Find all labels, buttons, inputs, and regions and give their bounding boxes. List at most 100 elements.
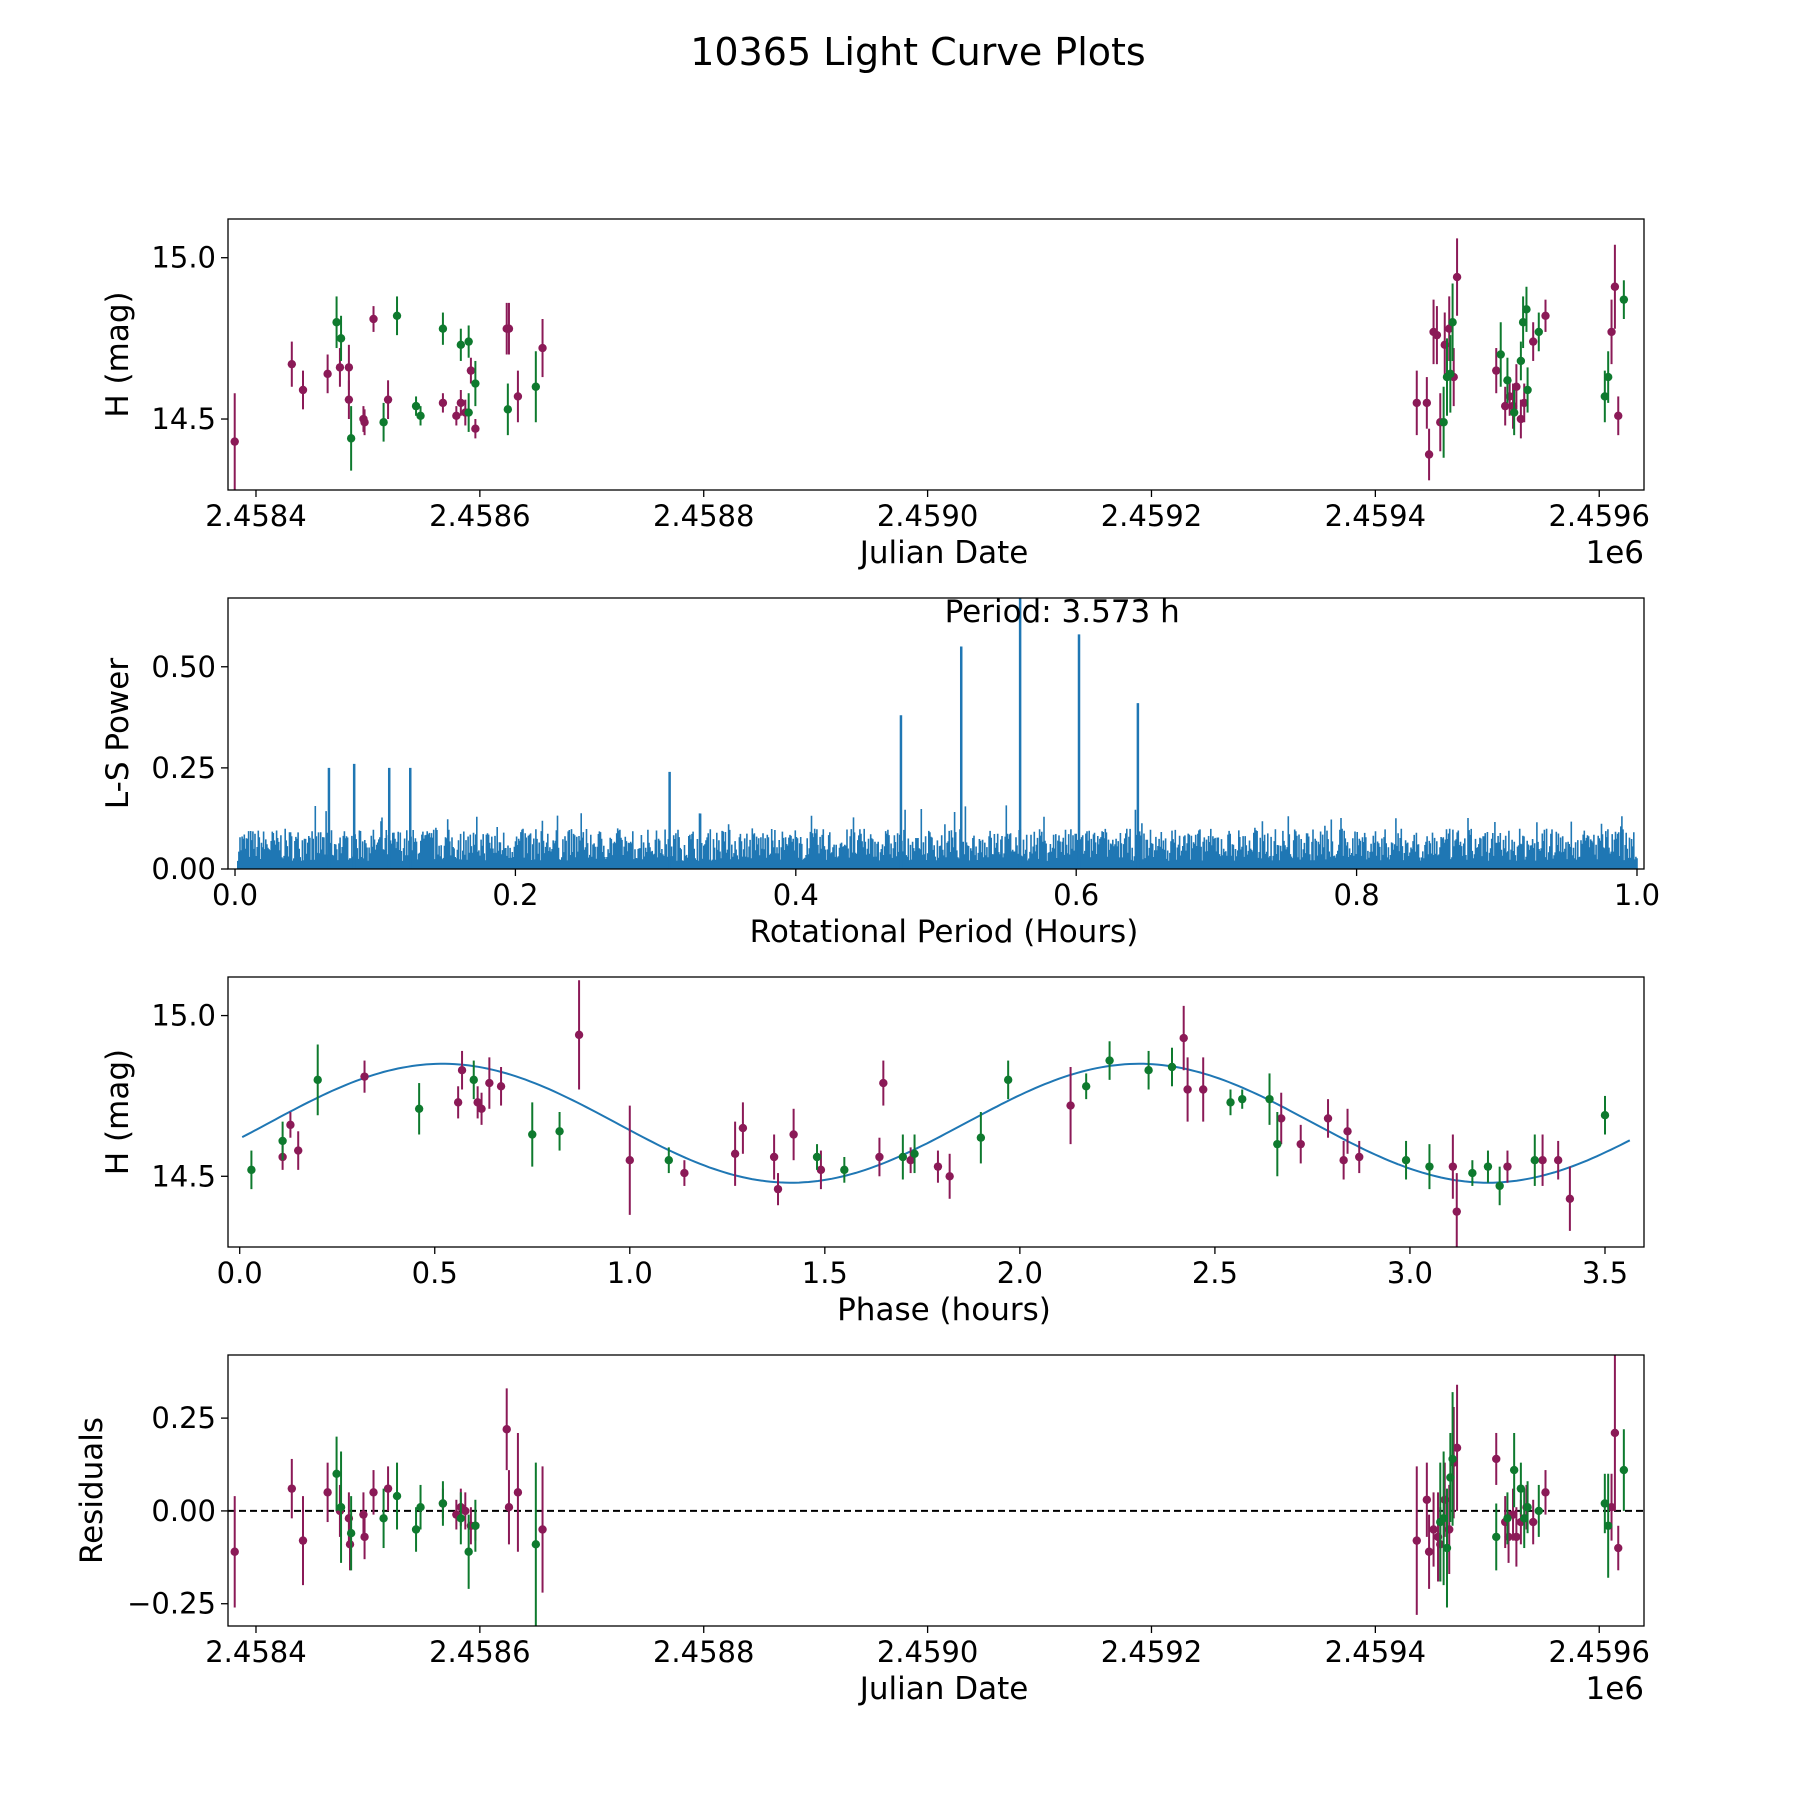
point-band_a bbox=[1066, 1101, 1075, 1110]
x-tick-label: 3.5 bbox=[1582, 1256, 1628, 1290]
point-band_b bbox=[1144, 1066, 1153, 1075]
point-band_b bbox=[1518, 318, 1528, 327]
x-tick-label: 2.4596 bbox=[1548, 499, 1649, 533]
point-band_a bbox=[1355, 1152, 1364, 1162]
point-band_a bbox=[945, 1172, 954, 1181]
point-band_b bbox=[464, 408, 473, 417]
y-axis-label: L-S Power bbox=[100, 658, 136, 809]
point-band_a bbox=[1492, 1454, 1501, 1464]
point-band_b bbox=[531, 1540, 541, 1549]
point-band_a bbox=[879, 1078, 888, 1088]
point-band_a bbox=[1541, 1488, 1550, 1497]
point-band_b bbox=[346, 1528, 356, 1538]
x-offset-label: 1e6 bbox=[1585, 1671, 1644, 1707]
point-band_b bbox=[1495, 1181, 1504, 1191]
point-band_b bbox=[469, 1075, 478, 1085]
point-band_b bbox=[1600, 1111, 1610, 1120]
x-tick-label: 2.4592 bbox=[1101, 1635, 1202, 1669]
point-band_a bbox=[513, 1488, 523, 1497]
x-offset-label: 1e6 bbox=[1585, 535, 1644, 571]
x-tick-label: 2.4584 bbox=[205, 499, 306, 533]
point-band_b bbox=[1619, 295, 1629, 304]
point-band_a bbox=[369, 314, 378, 324]
point-band_b bbox=[898, 1152, 908, 1162]
point-band_b bbox=[438, 324, 448, 333]
point-band_a bbox=[1516, 414, 1526, 424]
point-band_b bbox=[416, 1503, 425, 1512]
chart-residuals: 2.4584 2.4586 2.4588 2.4590 2.4592 2.4594 2.45… bbox=[74, 1354, 1650, 1707]
x-tick-label: 2.4588 bbox=[653, 1635, 754, 1669]
point-band_a bbox=[287, 1484, 297, 1493]
x-tick-label: 0.4 bbox=[773, 878, 819, 912]
point-band_a bbox=[360, 418, 369, 427]
point-band_a bbox=[1452, 272, 1462, 282]
y-tick-label: 14.5 bbox=[151, 402, 216, 436]
point-band_b bbox=[471, 379, 480, 388]
plot-area bbox=[237, 598, 1638, 869]
y-tick-label: 0.00 bbox=[151, 1494, 216, 1528]
axes-frame bbox=[227, 976, 1645, 1248]
x-tick-label: 2.4586 bbox=[429, 1635, 530, 1669]
point-band_b bbox=[840, 1165, 849, 1175]
point-band_b bbox=[1600, 392, 1610, 401]
point-band_b bbox=[1603, 372, 1613, 382]
point-band_b bbox=[531, 382, 541, 391]
point-band_b bbox=[1003, 1075, 1013, 1085]
x-tick-label: 0.5 bbox=[412, 1256, 458, 1290]
point-band_b bbox=[247, 1165, 256, 1175]
point-band_a bbox=[1500, 401, 1510, 411]
point-band_a bbox=[294, 1146, 303, 1155]
point-band_a bbox=[1610, 282, 1620, 291]
point-band_a bbox=[466, 366, 476, 375]
point-band_b bbox=[1425, 1162, 1434, 1171]
point-band_a bbox=[574, 1030, 584, 1040]
point-band_a bbox=[344, 395, 354, 404]
point-band_a bbox=[1512, 382, 1521, 391]
point-band_a bbox=[360, 1532, 369, 1542]
point-band_a bbox=[1503, 1162, 1512, 1171]
y-tick-label: 0.00 bbox=[151, 852, 216, 886]
point-band_b bbox=[528, 1130, 537, 1139]
point-band_b bbox=[976, 1133, 986, 1142]
point-band_b bbox=[1503, 1514, 1512, 1523]
point-band_a bbox=[1528, 1517, 1538, 1527]
point-band_a bbox=[1610, 1428, 1620, 1438]
point-band_a bbox=[344, 363, 354, 372]
periodogram-trace bbox=[237, 805, 1638, 869]
point-band_b bbox=[1603, 1521, 1613, 1530]
point-band_b bbox=[456, 1514, 466, 1523]
point-band_a bbox=[1422, 398, 1432, 408]
point-band_a bbox=[1512, 1532, 1521, 1542]
x-axis-label: Julian Date bbox=[858, 535, 1029, 571]
point-band_a bbox=[473, 1098, 482, 1107]
point-band_a bbox=[298, 385, 308, 395]
point-band_b bbox=[1448, 318, 1457, 327]
point-band_a bbox=[1424, 1547, 1434, 1556]
x-axis-label: Phase (hours) bbox=[837, 1292, 1051, 1328]
point-band_a bbox=[738, 1123, 748, 1133]
x-tick-label: 1.0 bbox=[1614, 878, 1660, 912]
x-tick-label: 2.0 bbox=[997, 1256, 1043, 1290]
point-band_b bbox=[1468, 1168, 1477, 1178]
plot-area bbox=[241, 980, 1631, 1247]
point-band_a bbox=[730, 1149, 740, 1158]
point-band_b bbox=[1442, 1543, 1452, 1553]
point-band_b bbox=[1509, 1465, 1519, 1475]
x-tick-label: 2.5 bbox=[1192, 1256, 1238, 1290]
point-band_b bbox=[555, 1127, 564, 1136]
point-band_b bbox=[411, 401, 421, 411]
point-band_b bbox=[1503, 376, 1512, 385]
x-tick-label: 0.0 bbox=[217, 1256, 263, 1290]
point-band_b bbox=[278, 1136, 287, 1146]
point-band_a bbox=[1565, 1194, 1575, 1203]
point-band_b bbox=[1523, 385, 1532, 395]
point-band_a bbox=[1277, 1114, 1286, 1123]
point-band_b bbox=[471, 1521, 480, 1530]
x-tick-label: 0.2 bbox=[492, 878, 538, 912]
point-band_b bbox=[1496, 350, 1505, 359]
point-band_b bbox=[1265, 1094, 1274, 1104]
point-band_a bbox=[1607, 1503, 1616, 1512]
point-band_a bbox=[1614, 411, 1623, 420]
x-tick-label: 2.4594 bbox=[1325, 1635, 1426, 1669]
y-tick-label: 0.25 bbox=[151, 1401, 216, 1435]
